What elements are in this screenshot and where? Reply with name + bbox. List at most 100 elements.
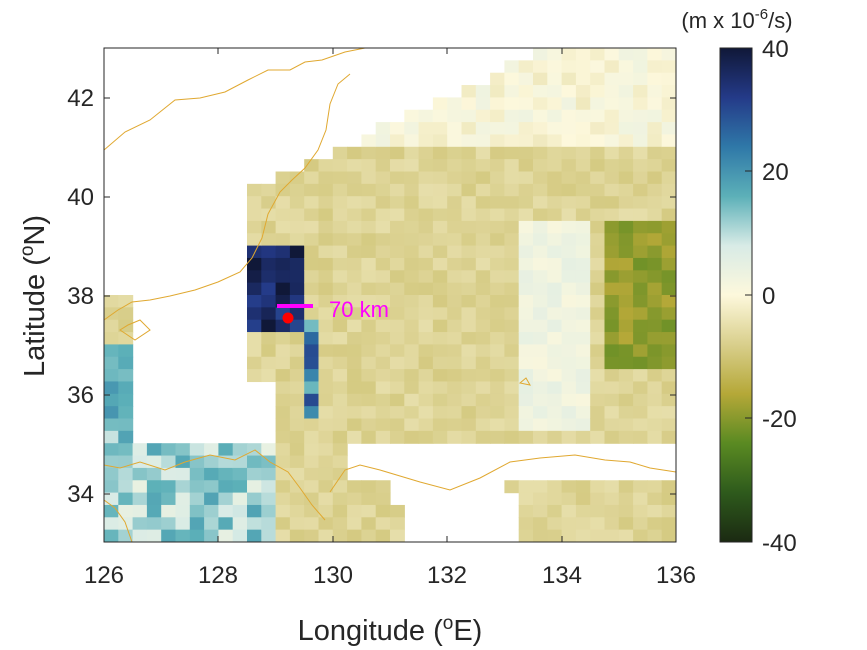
field-cell: [146, 443, 162, 457]
field-cell: [547, 381, 563, 395]
field-cell: [447, 109, 463, 123]
field-cell: [575, 406, 591, 420]
field-cell: [518, 220, 534, 234]
field-cell: [318, 270, 334, 284]
field-cell: [375, 504, 391, 518]
field-cell: [247, 332, 262, 345]
field-cell: [289, 344, 305, 358]
field-cell: [418, 146, 434, 160]
field-cell: [647, 171, 663, 185]
field-cell: [318, 480, 334, 494]
map-frame: [103, 47, 677, 543]
field-cell: [575, 332, 591, 345]
field-cell: [504, 146, 520, 160]
field-cell: [361, 319, 377, 333]
field-cell: [161, 529, 177, 542]
field-cell: [590, 480, 606, 494]
field-cell: [304, 356, 320, 370]
field-cell: [361, 492, 377, 506]
field-cell: [475, 307, 491, 321]
field-cell: [475, 369, 491, 383]
coastline-south: [104, 449, 326, 521]
field-cell: [390, 208, 405, 222]
field-cell: [361, 196, 377, 210]
x-tick-label-132: 132: [427, 562, 467, 589]
field-cell: [390, 233, 405, 247]
field-cell: [461, 369, 477, 383]
field-cell: [232, 517, 248, 531]
field-cell: [575, 381, 591, 395]
field-cell: [490, 134, 505, 148]
y-tick-label-40: 40: [67, 184, 94, 211]
field-cell: [375, 307, 391, 321]
field-cell: [347, 171, 362, 185]
field-cell: [118, 393, 134, 407]
field-cell: [347, 356, 362, 370]
field-cell: [547, 245, 563, 259]
field-cell: [304, 418, 320, 432]
field-cell: [347, 159, 362, 173]
field-cell: [104, 393, 119, 407]
field-cell: [275, 282, 291, 296]
x-tick-label-130: 130: [313, 562, 353, 589]
field-cell: [161, 455, 177, 469]
field-cell: [404, 393, 420, 407]
field-cell: [461, 183, 477, 197]
field-cell: [461, 356, 477, 370]
field-cell: [118, 307, 134, 321]
field-cell: [604, 97, 620, 111]
field-cell: [332, 257, 348, 271]
field-cell: [633, 344, 648, 358]
field-cell: [404, 430, 420, 444]
field-cell: [361, 233, 377, 247]
field-cell: [647, 72, 663, 86]
field-cell: [204, 467, 219, 481]
field-cell: [304, 183, 320, 197]
field-cell: [518, 369, 534, 383]
field-cell: [247, 257, 262, 271]
field-cell: [561, 282, 577, 296]
field-cell: [561, 430, 577, 444]
field-cell: [604, 504, 620, 518]
field-cell: [604, 196, 620, 210]
field-cell: [561, 332, 577, 345]
field-cell: [604, 393, 620, 407]
field-cell: [475, 146, 491, 160]
field-cell: [633, 146, 648, 160]
field-cell: [447, 134, 463, 148]
field-cell: [332, 381, 348, 395]
field-cell: [375, 332, 391, 345]
field-cell: [418, 122, 434, 136]
field-cell: [661, 245, 676, 259]
field-cell: [404, 356, 420, 370]
field-cell: [332, 332, 348, 345]
field-cell: [461, 97, 477, 111]
field-cell: [604, 220, 620, 234]
field-cell: [347, 208, 362, 222]
field-cell: [661, 122, 676, 136]
field-cell: [647, 183, 663, 197]
field-cell: [618, 504, 634, 518]
field-cell: [461, 146, 477, 160]
field-cell: [575, 504, 591, 518]
field-cell: [347, 480, 362, 494]
field-cell: [518, 492, 534, 506]
field-cell: [461, 109, 477, 123]
field-cell: [504, 122, 520, 136]
field-cell: [561, 270, 577, 284]
field-cell: [647, 97, 663, 111]
field-cell: [261, 270, 277, 284]
field-cell: [575, 393, 591, 407]
field-cell: [575, 430, 591, 444]
field-cell: [118, 529, 134, 542]
field-cell: [418, 381, 434, 395]
field-cell: [490, 196, 505, 210]
field-cell: [475, 393, 491, 407]
field-cell: [604, 245, 620, 259]
field-cell: [561, 245, 577, 259]
field-cell: [604, 369, 620, 383]
field-cell: [490, 257, 505, 271]
field-cell: [232, 467, 248, 481]
field-cell: [418, 196, 434, 210]
field-cell: [475, 282, 491, 296]
